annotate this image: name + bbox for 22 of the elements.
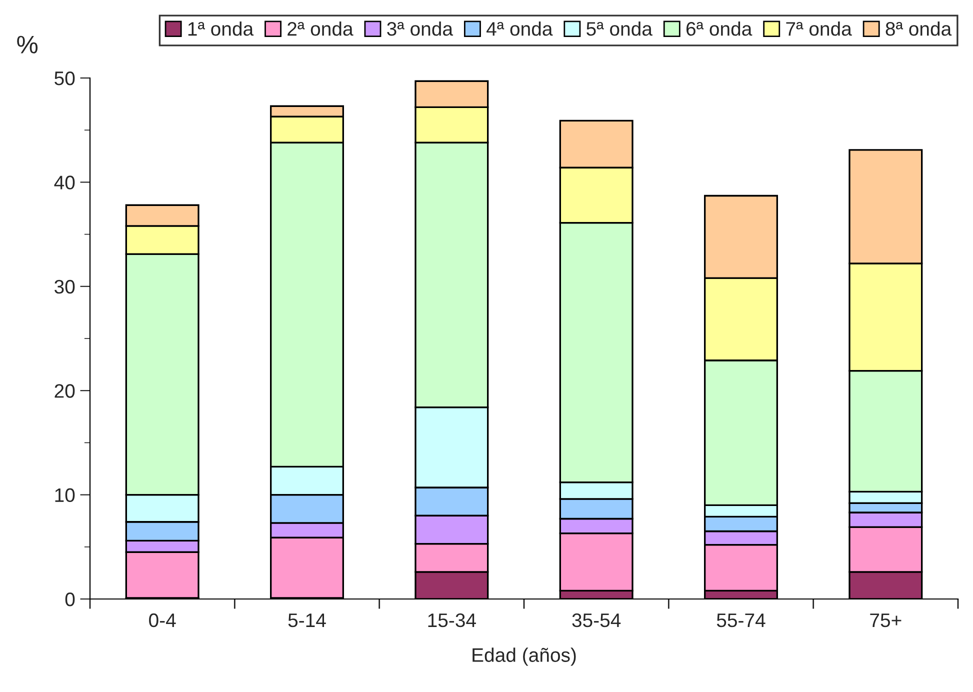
y-tick-label: 50 [54,71,75,86]
legend-label: 5ª onda [586,21,652,36]
x-tick-label: 15-34 [428,613,476,628]
legend-label: 1ª onda [188,21,254,36]
x-tick-label: 55-74 [716,614,766,628]
x-tick-label: 0-4 [149,613,176,628]
x-axis-title: Edad (años) [472,648,576,666]
legend-label: 3ª onda [387,21,454,36]
x-tick-label: 75+ [870,614,902,628]
y-axis-title: % [17,36,38,54]
x-tick-label: 5-14 [288,614,326,628]
y-tick-label: 30 [54,280,75,294]
y-tick-label: 0 [65,592,75,606]
legend-label: 2ª onda [288,21,354,36]
x-tick-label: 35-54 [572,613,621,628]
legend-label: 6ª onda [686,21,752,36]
legend-label: 4ª onda [486,21,553,36]
legend-label: 8ª onda [886,21,952,36]
y-tick-label: 10 [55,488,75,502]
y-tick-label: 40 [54,176,75,190]
y-tick-label: 20 [54,384,75,398]
legend-label: 7ª onda [786,21,852,36]
